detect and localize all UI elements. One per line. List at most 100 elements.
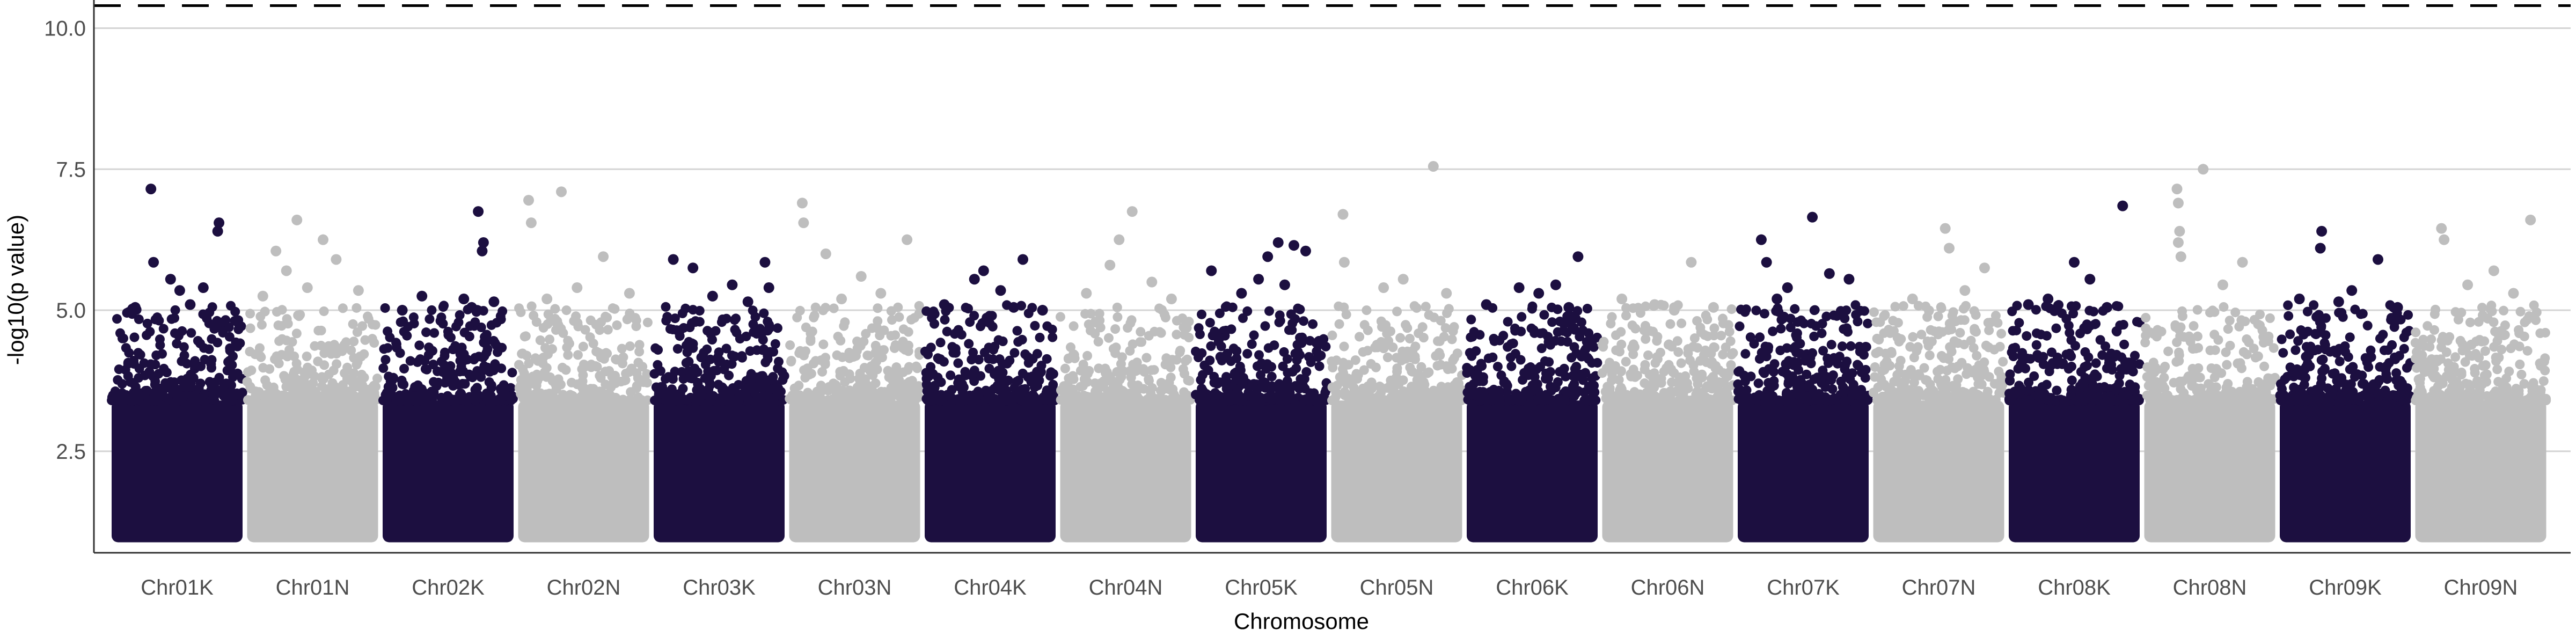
snp-point xyxy=(2163,346,2174,356)
snp-point xyxy=(352,327,362,337)
snp-point xyxy=(622,314,632,325)
snp-point xyxy=(1692,316,1702,326)
snp-point xyxy=(817,367,828,377)
snp-point xyxy=(522,385,532,396)
snp-point xyxy=(859,336,869,347)
snp-point xyxy=(1811,321,1821,331)
snp-point xyxy=(1275,310,1285,320)
snp-point xyxy=(260,306,270,317)
snp-point xyxy=(2482,377,2492,387)
snp-point xyxy=(319,360,330,370)
snp-point xyxy=(596,373,606,383)
snp-point xyxy=(1885,328,1896,338)
snp-point xyxy=(1909,353,1919,363)
snp-point xyxy=(1621,356,1631,367)
snp-point xyxy=(863,350,874,361)
snp-point xyxy=(488,395,499,405)
snp-point xyxy=(2228,392,2238,402)
snp-point xyxy=(1013,337,1023,347)
snp-point xyxy=(2222,360,2232,370)
snp-point xyxy=(608,378,618,389)
snp-point xyxy=(743,396,753,406)
snp-point xyxy=(1759,309,1769,319)
snp-point xyxy=(1160,312,1170,323)
snp-point xyxy=(630,313,640,323)
snp-point xyxy=(580,325,590,335)
snp-point xyxy=(416,388,427,398)
snp-point xyxy=(1628,349,1638,360)
snp-point xyxy=(1890,302,1900,312)
snp-point xyxy=(2350,304,2360,314)
snp-point xyxy=(1078,360,1088,370)
snp-point xyxy=(1652,354,1663,364)
snp-point xyxy=(773,356,784,367)
snp-point xyxy=(1298,316,1308,326)
snp-point xyxy=(1404,333,1415,343)
snp-point xyxy=(2402,395,2412,405)
snp-point xyxy=(524,358,534,369)
snp-point xyxy=(2293,336,2303,346)
snp-point xyxy=(299,367,309,377)
snp-point xyxy=(2104,353,2114,363)
snp-point xyxy=(730,352,740,362)
snp-point xyxy=(1009,383,1020,393)
snp-point xyxy=(717,382,727,392)
snp-point xyxy=(1763,342,1774,352)
snp-point xyxy=(758,326,769,336)
snp-point xyxy=(316,340,326,350)
snp-point xyxy=(1949,336,1959,346)
snp-point xyxy=(2301,342,2311,352)
snp-point xyxy=(1206,341,1216,351)
snp-point xyxy=(391,339,401,349)
snp-point xyxy=(1321,341,1331,352)
peak-point xyxy=(763,282,774,294)
snp-point xyxy=(2118,320,2128,330)
snp-point xyxy=(1027,371,1037,382)
peak-point xyxy=(1441,288,1452,299)
snp-point xyxy=(1301,367,1312,377)
snp-point xyxy=(1447,334,1457,345)
snp-point xyxy=(930,380,940,391)
snp-point xyxy=(1374,382,1385,392)
snp-point xyxy=(801,322,811,332)
snp-point xyxy=(697,389,707,399)
snp-point xyxy=(1995,342,2005,352)
snp-point xyxy=(1561,386,1571,396)
snp-point xyxy=(1799,318,1809,328)
snp-point xyxy=(378,363,389,373)
snp-point xyxy=(1286,309,1296,319)
peak-point xyxy=(488,296,500,308)
snp-point xyxy=(1221,301,1232,311)
snp-point xyxy=(1363,325,1373,335)
snp-point xyxy=(1146,365,1157,375)
peak-point xyxy=(2171,184,2183,195)
snp-point xyxy=(2321,345,2331,355)
snp-point xyxy=(1371,362,1381,372)
peak-point xyxy=(1378,282,1389,294)
snp-point xyxy=(2436,335,2447,346)
peak-point xyxy=(2069,257,2080,268)
snp-point xyxy=(1290,348,1300,358)
snp-point xyxy=(1009,348,1020,358)
snp-point xyxy=(688,343,698,353)
snp-point xyxy=(438,319,448,329)
snp-point xyxy=(758,345,768,355)
snp-point xyxy=(1893,318,1903,328)
snp-point xyxy=(984,342,994,353)
snp-point xyxy=(438,302,448,312)
dense-point-mass xyxy=(1873,400,2004,543)
snp-point xyxy=(2224,316,2235,326)
snp-point xyxy=(2265,313,2275,323)
snp-point xyxy=(1182,354,1192,364)
snp-point xyxy=(1873,382,1883,392)
snp-point xyxy=(2253,377,2264,387)
snp-point xyxy=(2262,379,2272,390)
snp-point xyxy=(1400,354,1410,364)
dense-point-mass xyxy=(1196,400,1327,543)
snp-point xyxy=(1790,342,1801,352)
snp-point xyxy=(2212,365,2222,376)
snp-point xyxy=(319,306,329,316)
snp-point xyxy=(1955,328,1965,338)
snp-point xyxy=(349,368,359,378)
dense-point-mass xyxy=(1602,400,1733,543)
